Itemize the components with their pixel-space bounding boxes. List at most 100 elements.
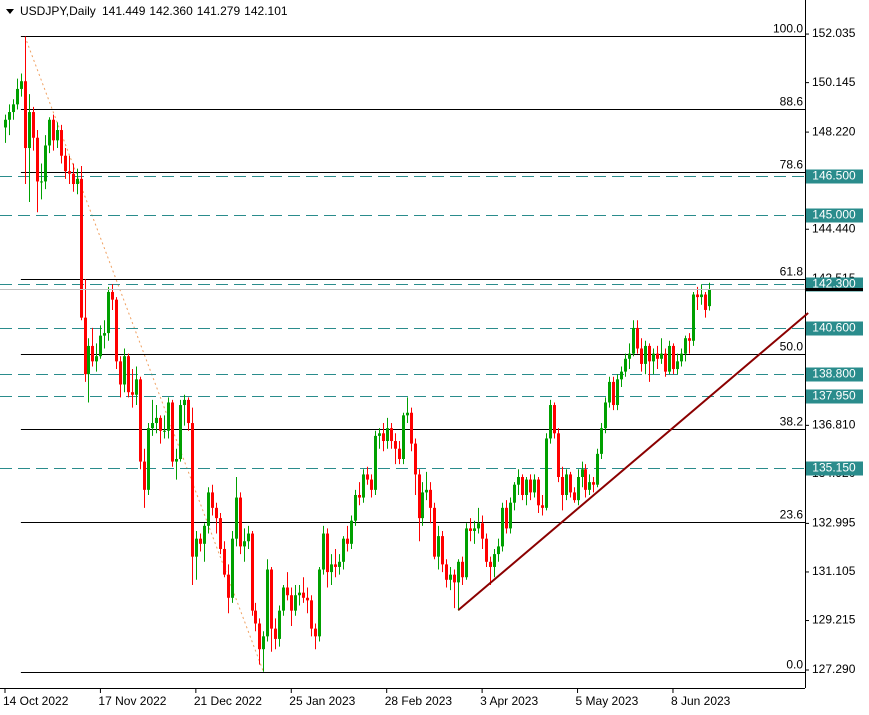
- candle-body: [402, 415, 405, 460]
- candle-body: [16, 88, 19, 105]
- candle-body: [338, 561, 341, 567]
- y-tick-label: 152.035: [812, 26, 856, 40]
- candle-body: [461, 561, 464, 578]
- candle-body: [72, 173, 75, 185]
- candle-body: [91, 345, 94, 362]
- quote-value: 141.449: [102, 4, 146, 18]
- candle-body: [505, 507, 508, 529]
- candle-body: [573, 492, 576, 501]
- candle-body: [596, 453, 599, 485]
- candle-body: [298, 592, 301, 596]
- candle-body: [584, 469, 587, 490]
- candle-body: [696, 294, 699, 298]
- level-label: 140.600: [812, 321, 856, 335]
- candle-body: [410, 412, 413, 444]
- candle-body: [147, 428, 150, 490]
- level-label: 142.300: [812, 277, 856, 291]
- candle-body: [640, 348, 643, 364]
- candle-body: [394, 441, 397, 449]
- candle-body: [175, 459, 178, 462]
- y-tick-label: 127.290: [812, 662, 856, 676]
- fib-label: 78.6: [780, 158, 804, 172]
- candle-body: [282, 587, 285, 611]
- candle-body: [421, 492, 424, 519]
- candle-body: [600, 428, 603, 454]
- fib-label: 38.2: [780, 415, 804, 429]
- candle-body: [700, 294, 703, 298]
- candle-body: [52, 119, 55, 141]
- x-tick-label: 3 Apr 2023: [480, 694, 538, 708]
- candle-body: [274, 628, 277, 639]
- candle-body: [239, 497, 242, 547]
- y-tick-label: 148.220: [812, 124, 856, 138]
- candle-body: [620, 371, 623, 380]
- candle-body: [330, 564, 333, 573]
- candle-body: [24, 81, 27, 149]
- candle-body: [219, 518, 222, 549]
- candle-body: [521, 476, 524, 495]
- candle-body: [286, 587, 289, 596]
- candle-body: [370, 479, 373, 490]
- candle-body: [163, 430, 166, 432]
- candle-body: [87, 345, 90, 375]
- candle-body: [131, 392, 134, 395]
- candle-body: [8, 112, 11, 120]
- candle-body: [457, 561, 460, 583]
- candle-body: [314, 628, 317, 637]
- candle-body: [36, 137, 39, 182]
- candle-body: [99, 335, 102, 357]
- candle-body: [119, 361, 122, 385]
- candle-body: [477, 523, 480, 529]
- candle-body: [127, 356, 130, 393]
- quote-value: 141.279: [197, 4, 241, 18]
- candle-body: [644, 345, 647, 364]
- candle-body: [68, 171, 71, 174]
- x-tick-label: 17 Nov 2022: [98, 694, 166, 708]
- candle-body: [211, 492, 214, 508]
- candle-body: [374, 435, 377, 490]
- candle-body: [203, 525, 206, 544]
- candle-body: [481, 523, 484, 539]
- candle-body: [449, 574, 452, 580]
- y-tick-label: 150.145: [812, 75, 856, 89]
- candle-body: [103, 333, 106, 336]
- candle-body: [334, 564, 337, 567]
- x-tick-label: 8 Jun 2023: [671, 694, 731, 708]
- candle-body: [346, 538, 349, 544]
- candle-body: [247, 533, 250, 542]
- candle-body: [437, 536, 440, 557]
- quote-value: 142.101: [244, 4, 288, 18]
- x-tick-label: 21 Dec 2022: [194, 694, 262, 708]
- candle-body: [56, 130, 59, 141]
- candle-body: [418, 474, 421, 519]
- candle-body: [48, 119, 51, 146]
- y-tick-label: 136.810: [812, 418, 856, 432]
- candle-body: [135, 379, 138, 395]
- candle-body: [20, 81, 23, 89]
- candle-body: [525, 479, 528, 495]
- candle-body: [378, 433, 381, 436]
- menu-arrow[interactable]: [6, 9, 14, 14]
- candle-body: [302, 592, 305, 598]
- candle-body: [604, 402, 607, 429]
- candle-body: [139, 379, 142, 462]
- level-label: 146.500: [812, 169, 856, 183]
- candle-body: [123, 356, 126, 385]
- fib-label: 100.0: [773, 22, 803, 36]
- candle-body: [588, 482, 591, 490]
- candle-body: [676, 361, 679, 370]
- candle-body: [215, 507, 218, 519]
- candle-body: [322, 533, 325, 570]
- candle-body: [382, 433, 385, 442]
- fib-label: 88.6: [780, 95, 804, 109]
- candle-body: [290, 595, 293, 611]
- candle-body: [183, 399, 186, 406]
- fib-label: 50.0: [780, 340, 804, 354]
- candle-body: [406, 412, 409, 416]
- candle-body: [223, 548, 226, 575]
- candle-body: [28, 112, 31, 149]
- candle-body: [235, 497, 238, 539]
- candle-body: [704, 294, 707, 310]
- candle-body: [553, 405, 556, 434]
